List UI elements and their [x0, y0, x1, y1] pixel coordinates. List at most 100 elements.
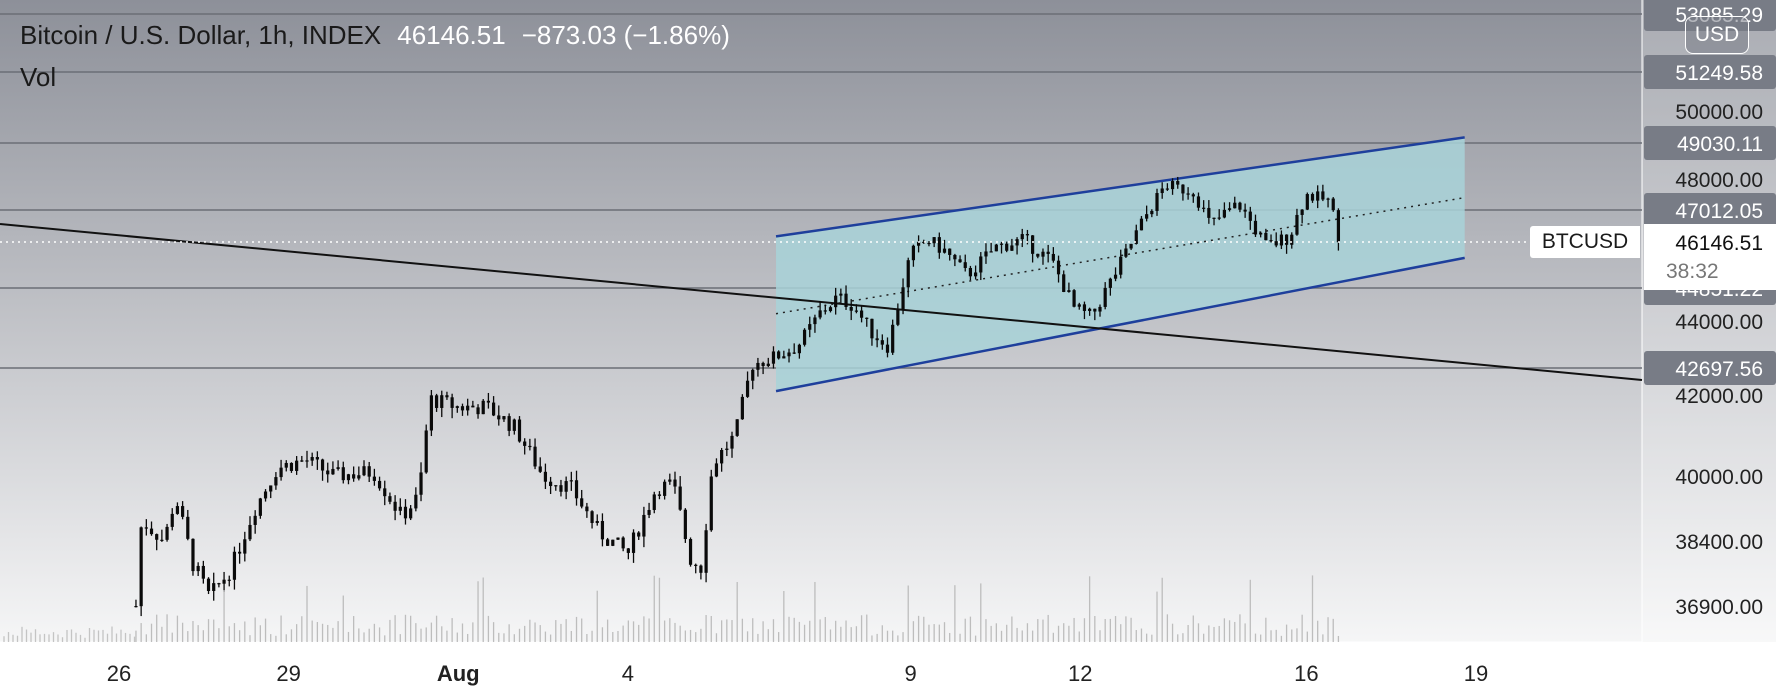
- candle-body: [880, 340, 884, 345]
- candle-body: [1274, 241, 1278, 246]
- candle-body: [393, 501, 397, 511]
- candle-body: [1243, 209, 1247, 212]
- candle-body: [336, 467, 340, 469]
- candle-body: [429, 395, 433, 431]
- candle-body: [699, 565, 703, 573]
- candle-body: [600, 520, 605, 540]
- candle-body: [1186, 193, 1190, 195]
- last-price-value: 46146.51: [397, 20, 506, 50]
- currency-button[interactable]: USD: [1685, 16, 1749, 54]
- x-tick-label: 12: [1068, 661, 1092, 686]
- volume-legend: Vol: [20, 62, 57, 92]
- candle-body: [181, 506, 185, 517]
- candle-body: [554, 485, 558, 487]
- x-tick-label: 19: [1464, 661, 1488, 686]
- candle-body: [238, 551, 242, 554]
- candle-body: [958, 259, 962, 263]
- candle-body: [1259, 232, 1263, 235]
- candle-body: [1207, 207, 1211, 218]
- candle-body: [196, 565, 200, 572]
- candle-body: [694, 564, 698, 566]
- candle-body: [585, 506, 589, 512]
- level-label: 51249.58: [1675, 62, 1763, 85]
- y-tick-label: 48000.00: [1675, 169, 1763, 192]
- candle-body: [999, 243, 1004, 245]
- candle-body: [186, 516, 190, 539]
- candle-body: [1103, 287, 1107, 307]
- candle-body: [212, 583, 216, 591]
- candle-body: [1165, 188, 1169, 190]
- y-tick-label: 44000.00: [1675, 311, 1763, 334]
- x-tick-label: 9: [904, 661, 916, 686]
- candle-body: [253, 515, 257, 525]
- candle-body: [802, 329, 807, 345]
- candle-body: [1170, 181, 1175, 190]
- candle-body: [652, 494, 656, 510]
- candle-body: [507, 416, 511, 431]
- candle-body: [1269, 240, 1273, 242]
- candle-body: [1108, 278, 1112, 288]
- candle-body: [1062, 274, 1066, 292]
- candle-body: [377, 480, 382, 489]
- candle-body: [854, 310, 858, 312]
- level-label-box: [1644, 193, 1776, 227]
- candle-body: [647, 509, 651, 515]
- candle-body: [626, 548, 630, 553]
- candle-body: [580, 498, 584, 507]
- candle-body: [849, 306, 853, 311]
- level-label-box: [1644, 55, 1776, 89]
- candle-body: [574, 480, 579, 499]
- candle-body: [1025, 234, 1030, 236]
- candle-body: [491, 402, 496, 416]
- candle-body: [870, 318, 874, 339]
- candle-body: [839, 293, 843, 296]
- candle-body: [751, 369, 755, 381]
- candle-body: [559, 485, 563, 492]
- candle-body: [813, 317, 817, 325]
- candle-body: [994, 244, 998, 252]
- candle-body: [808, 324, 812, 330]
- candle-body: [621, 537, 625, 549]
- y-tick-label: 42000.00: [1675, 385, 1763, 408]
- candle-body: [424, 430, 428, 473]
- candle-body: [352, 474, 356, 479]
- candle-body: [1238, 202, 1242, 210]
- candle-body: [497, 415, 501, 420]
- candle-body: [310, 457, 314, 461]
- level-label-box: [1644, 351, 1776, 385]
- last-price-label: 46146.51: [1675, 232, 1763, 255]
- level-label: 42697.56: [1675, 358, 1763, 381]
- candle-body: [1181, 184, 1185, 194]
- candle-body: [616, 537, 620, 540]
- candle-body: [471, 405, 475, 408]
- candle-body: [797, 344, 801, 354]
- candle-body: [1113, 274, 1118, 279]
- candle-body: [155, 534, 159, 540]
- candle-body: [595, 520, 599, 524]
- candle-body: [818, 310, 822, 318]
- candle-body: [1253, 220, 1258, 235]
- candle-body: [1264, 232, 1268, 241]
- candle-body: [606, 539, 610, 546]
- candle-body: [512, 419, 516, 431]
- candle-body: [673, 479, 677, 487]
- candle-body: [222, 579, 226, 584]
- candle-body: [258, 498, 262, 516]
- candle-body: [331, 468, 335, 475]
- level-label: 49030.11: [1677, 133, 1763, 156]
- candle-body: [362, 466, 366, 476]
- candle-body: [289, 462, 294, 471]
- candle-body: [170, 513, 174, 527]
- candle-body: [745, 380, 750, 397]
- candle-body: [979, 256, 983, 273]
- candle-body: [974, 272, 978, 277]
- candle-body: [269, 485, 273, 492]
- candle-body: [543, 471, 548, 482]
- candle-body: [906, 260, 910, 288]
- candle-body: [440, 395, 444, 408]
- candle-body: [160, 539, 164, 541]
- candle-body: [709, 476, 713, 531]
- candle-body: [1124, 248, 1128, 257]
